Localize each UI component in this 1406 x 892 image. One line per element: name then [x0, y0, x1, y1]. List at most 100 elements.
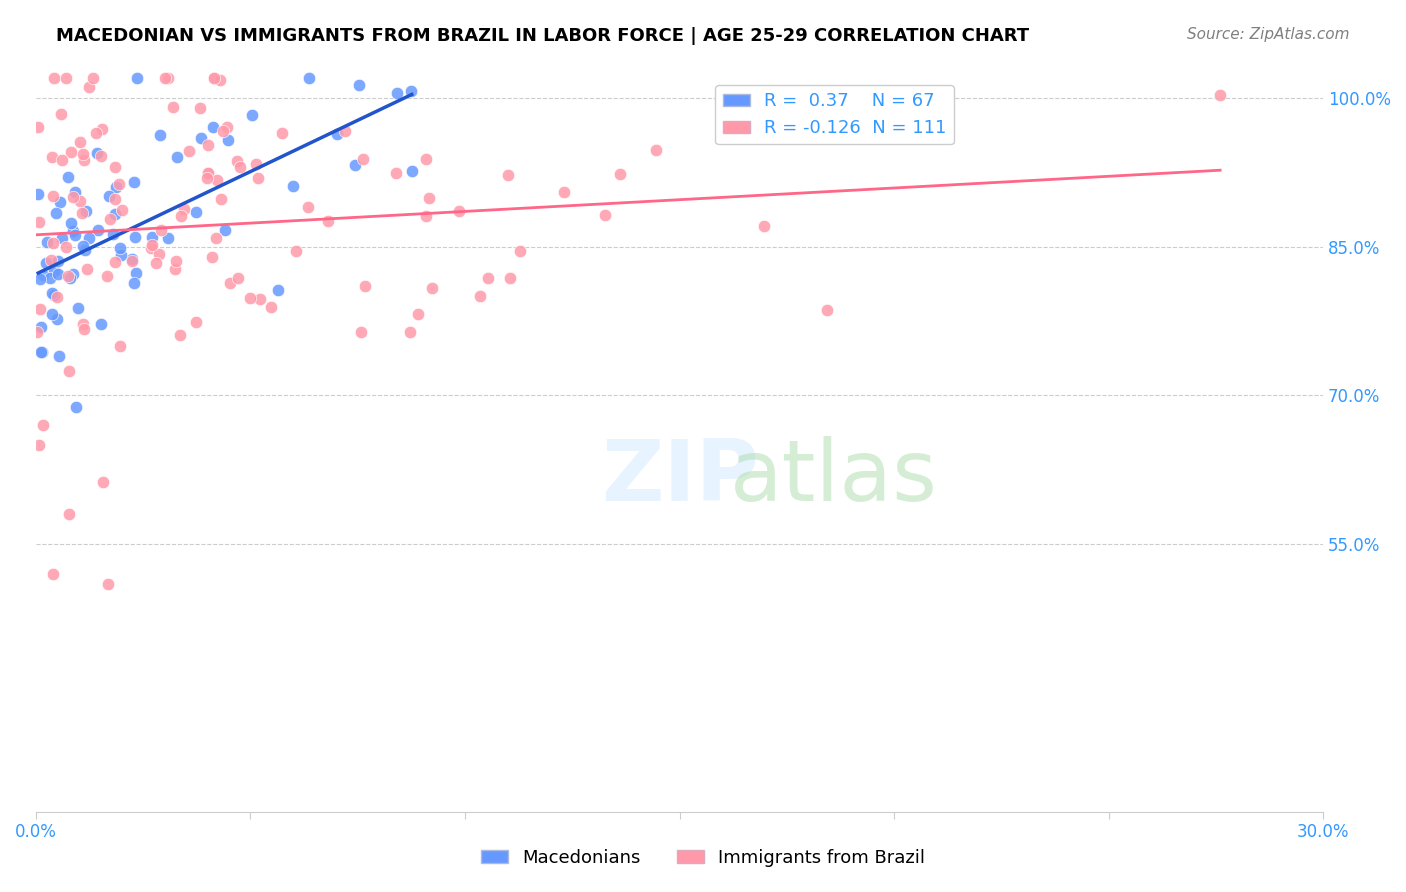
Point [197, 137, 219, 152]
Point [76, 262, 98, 277]
Point [103, 227, 125, 241]
Point [385, 166, 408, 180]
Point [58, 364, 80, 378]
Point [111, 202, 134, 217]
Point [184, 315, 207, 329]
Point [104, 255, 127, 269]
Point [162, 100, 184, 114]
Point [593, 208, 616, 222]
Point [90, 149, 112, 163]
Point [214, 223, 236, 237]
Point [108, 241, 131, 255]
Point [55, 71, 77, 86]
Point [77, 79, 100, 94]
Point [163, 262, 186, 277]
Point [401, 163, 423, 178]
Point [72, 205, 94, 219]
Point [44, 71, 66, 86]
Point [51, 153, 73, 167]
Point [188, 101, 211, 115]
Point [226, 153, 249, 168]
Point [477, 271, 499, 285]
Text: ZIP: ZIP [600, 435, 758, 518]
Text: MACEDONIAN VS IMMIGRANTS FROM BRAZIL IN LABOR FORCE | AGE 25-29 CORRELATION CHAR: MACEDONIAN VS IMMIGRANTS FROM BRAZIL IN … [56, 27, 1029, 45]
Point [62, 224, 84, 238]
Point [141, 241, 163, 255]
Point [72, 239, 94, 253]
Point [27, 215, 49, 229]
Point [82, 71, 104, 86]
Point [27, 120, 49, 135]
Point [67, 301, 90, 315]
Point [201, 250, 224, 264]
Point [75, 203, 97, 218]
Point [39, 253, 62, 268]
Point [209, 192, 232, 206]
Point [104, 192, 127, 206]
Point [335, 123, 357, 137]
Point [56, 269, 79, 284]
Point [271, 126, 294, 140]
Point [98, 212, 121, 227]
Point [387, 87, 409, 101]
Point [28, 272, 51, 286]
Point [415, 210, 437, 224]
Point [347, 78, 370, 93]
Point [149, 128, 172, 143]
Point [447, 203, 470, 218]
Point [45, 206, 67, 220]
Point [98, 189, 121, 203]
Point [240, 108, 263, 122]
Point [354, 279, 377, 293]
Point [165, 254, 187, 268]
Point [815, 303, 838, 318]
Point [90, 317, 112, 331]
Point [316, 214, 339, 228]
Point [30, 345, 52, 359]
Point [247, 170, 270, 185]
Text: Source: ZipAtlas.com: Source: ZipAtlas.com [1187, 27, 1350, 42]
Point [28, 438, 51, 452]
Point [298, 71, 321, 86]
Point [170, 210, 193, 224]
Point [184, 205, 207, 219]
Point [91, 121, 114, 136]
Point [122, 276, 145, 290]
Point [202, 120, 225, 134]
Point [46, 254, 69, 268]
Point [30, 320, 52, 334]
Point [104, 179, 127, 194]
Point [284, 244, 307, 258]
Point [121, 252, 143, 267]
Point [239, 291, 262, 305]
Point [49, 195, 72, 210]
Point [87, 223, 110, 237]
Point [468, 289, 491, 303]
Point [62, 268, 84, 282]
Point [297, 200, 319, 214]
Point [72, 153, 94, 168]
Point [326, 127, 349, 141]
Point [148, 247, 170, 261]
Point [496, 168, 519, 182]
Point [38, 271, 60, 285]
Point [245, 157, 267, 171]
Point [217, 120, 239, 134]
Point [156, 71, 179, 86]
Point [72, 317, 94, 331]
Point [63, 227, 86, 242]
Point [45, 289, 67, 303]
Point [110, 248, 132, 262]
Point [46, 267, 69, 281]
Point [30, 301, 52, 316]
Point [32, 418, 55, 433]
Point [41, 566, 63, 581]
Point [60, 145, 83, 159]
Point [56, 169, 79, 184]
Point [343, 158, 366, 172]
Legend: Macedonians, Immigrants from Brazil: Macedonians, Immigrants from Brazil [474, 842, 932, 874]
Point [205, 173, 228, 187]
Point [202, 71, 225, 86]
Point [93, 475, 115, 489]
Point [104, 160, 127, 174]
